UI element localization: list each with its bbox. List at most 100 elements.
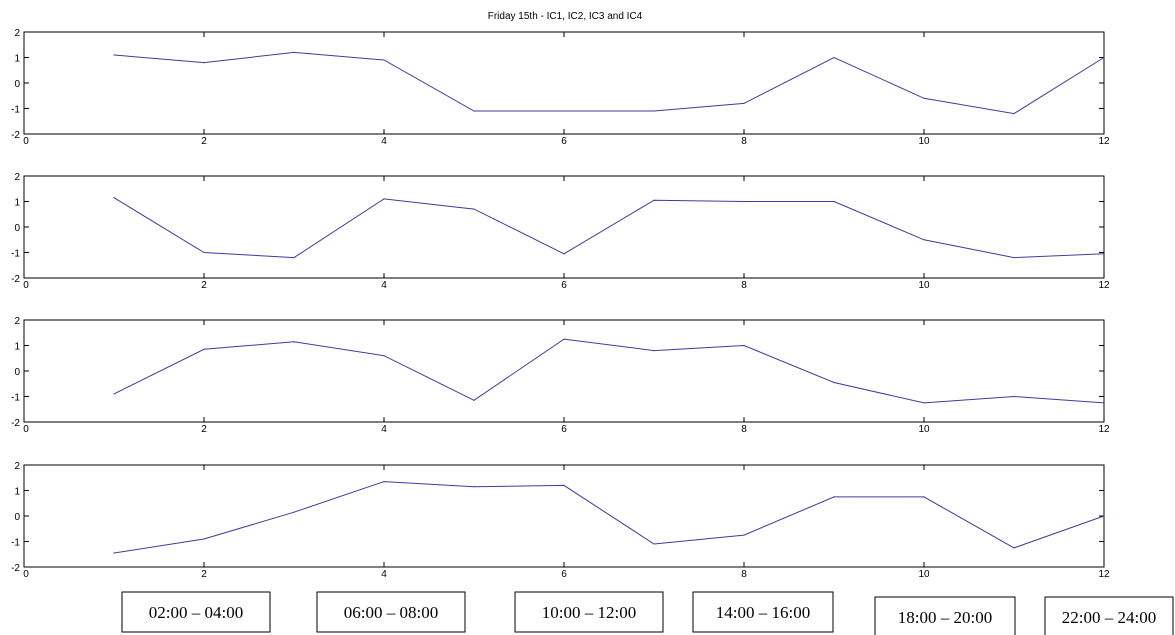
- chart-title: Friday 15th - IC1, IC2, IC3 and IC4: [488, 11, 643, 22]
- x-tick-label: 0: [23, 569, 29, 580]
- axes-frame: [23, 31, 1105, 135]
- x-tick-label: 6: [561, 569, 567, 580]
- x-tick-label: 10: [918, 569, 930, 580]
- x-tick-label: 4: [381, 424, 387, 435]
- data-point: [563, 484, 565, 486]
- annotation-box: [514, 591, 664, 633]
- y-tick-label: 1: [14, 54, 20, 65]
- time-annotations: 02:00 – 04:00 06:00 – 08:00 10:00 – 12:00 1…: [121, 591, 1174, 635]
- data-point: [1013, 395, 1015, 398]
- data-point: [1103, 56, 1105, 59]
- annotation-label: 22:00 – 24:00: [1062, 608, 1156, 627]
- x-tick-label: 2: [201, 136, 207, 147]
- data-point: [653, 110, 655, 112]
- data-point: [383, 480, 385, 483]
- x-tick-label: 0: [23, 136, 29, 147]
- data-point: [833, 200, 835, 203]
- data-point: [473, 486, 475, 488]
- data-point: [653, 543, 655, 545]
- data-point: [113, 54, 115, 56]
- data-point: [923, 239, 925, 241]
- x-tick-label: 10: [918, 280, 930, 291]
- time-range-annotation: 10:00 – 12:00: [514, 591, 664, 633]
- data-point: [653, 350, 655, 352]
- y-tick-label: 0: [14, 79, 20, 90]
- data-point: [383, 355, 385, 357]
- data-point: [383, 198, 385, 200]
- data-point: [563, 110, 565, 112]
- x-tick-label: 8: [741, 424, 747, 435]
- annotation-box: [121, 591, 271, 633]
- data-point: [833, 496, 835, 498]
- y-tick-label: 2: [14, 316, 20, 327]
- x-tick-label: 0: [23, 280, 29, 291]
- x-tick-label: 12: [1098, 424, 1110, 435]
- data-point: [743, 102, 745, 104]
- data-point: [923, 97, 925, 99]
- data-point: [1013, 113, 1015, 115]
- data-point: [1103, 515, 1105, 517]
- time-range-annotation: 18:00 – 20:00: [874, 596, 1016, 635]
- series-line-ic1: [113, 51, 1105, 115]
- data-point: [833, 56, 835, 59]
- data-point: [203, 62, 205, 64]
- y-tick-label: -1: [11, 249, 20, 260]
- annotation-label: 02:00 – 04:00: [149, 603, 243, 622]
- x-tick-label: 12: [1098, 280, 1110, 291]
- y-tick-label: 1: [14, 487, 20, 498]
- axes-frame: [23, 319, 1105, 423]
- x-tick-label: 12: [1098, 136, 1110, 147]
- x-tick-label: 6: [561, 280, 567, 291]
- annotation-label: 14:00 – 16:00: [716, 603, 810, 622]
- data-point: [293, 511, 295, 513]
- time-range-annotation: 06:00 – 08:00: [316, 591, 466, 633]
- annotation-box: [692, 591, 834, 633]
- y-tick-label: 0: [14, 223, 20, 234]
- data-point: [203, 348, 205, 350]
- data-point: [473, 110, 475, 112]
- y-tick-label: 0: [14, 512, 20, 523]
- annotation-label: 06:00 – 08:00: [344, 603, 438, 622]
- data-point: [653, 199, 655, 201]
- annotation-box: [316, 591, 466, 633]
- y-tick-label: 1: [14, 198, 20, 209]
- data-point: [473, 399, 475, 401]
- x-tick-label: 12: [1098, 569, 1110, 580]
- x-tick-label: 6: [561, 424, 567, 435]
- data-point: [203, 251, 205, 254]
- series-line-ic3: [113, 338, 1105, 404]
- x-tick-label: 8: [741, 569, 747, 580]
- data-point: [1103, 402, 1105, 404]
- data-point: [113, 393, 115, 395]
- x-tick-label: 4: [381, 569, 387, 580]
- y-tick-label: -2: [11, 563, 20, 574]
- data-point: [743, 534, 745, 536]
- data-point: [923, 496, 925, 498]
- x-tick-label: 2: [201, 569, 207, 580]
- data-point: [1103, 253, 1105, 255]
- x-tick-label: 2: [201, 424, 207, 435]
- x-tick-label: 0: [23, 424, 29, 435]
- y-tick-label: -1: [11, 393, 20, 404]
- y-tick-label: 1: [14, 342, 20, 353]
- x-tick-label: 8: [741, 136, 747, 147]
- time-range-annotation: 22:00 – 24:00: [1044, 596, 1174, 635]
- data-point: [923, 402, 925, 404]
- data-point: [833, 381, 835, 384]
- data-point: [743, 200, 745, 203]
- y-tick-label: 2: [14, 28, 20, 39]
- y-tick-label: -1: [11, 105, 20, 116]
- data-point: [473, 208, 475, 210]
- data-point: [1013, 547, 1015, 549]
- annotation-box: [874, 596, 1016, 635]
- annotation-label: 10:00 – 12:00: [542, 603, 636, 622]
- x-tick-label: 8: [741, 280, 747, 291]
- data-point: [113, 197, 115, 199]
- x-tick-label: 10: [918, 136, 930, 147]
- data-point: [383, 59, 385, 61]
- data-point: [563, 253, 565, 255]
